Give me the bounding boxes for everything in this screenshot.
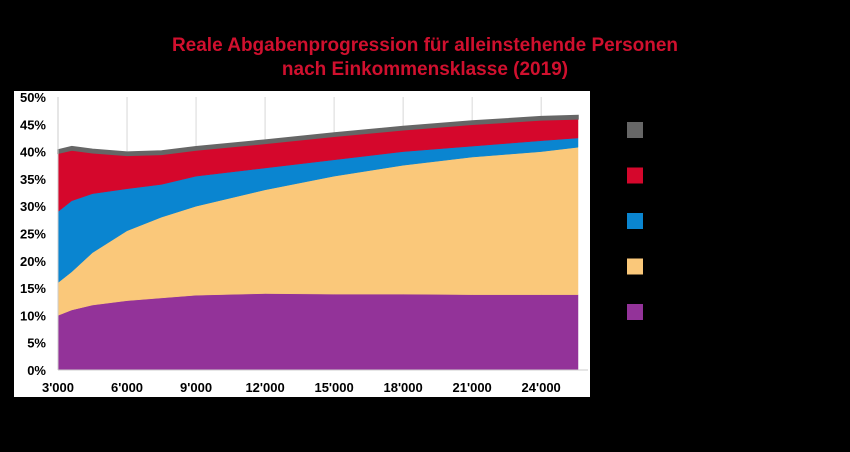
y-tick-label: 10%	[20, 308, 46, 323]
area-series-4	[57, 114, 579, 157]
x-tick-label: 3'000	[42, 380, 74, 395]
legend-swatch	[627, 213, 643, 229]
y-tick-label: 0%	[27, 363, 46, 378]
x-tick-label: 9'000	[180, 380, 212, 395]
y-tick-label: 15%	[20, 281, 46, 296]
legend-swatch	[627, 167, 643, 184]
legend-swatch	[627, 258, 643, 275]
x-tick-label: 18'000	[384, 380, 423, 395]
area-series-0	[57, 293, 579, 371]
y-tick-label: 45%	[20, 117, 46, 132]
legend-swatch	[627, 122, 643, 138]
y-tick-label: 20%	[20, 254, 46, 269]
y-tick-label: 30%	[20, 199, 46, 214]
y-tick-label: 5%	[27, 336, 46, 351]
x-tick-label: 12'000	[245, 380, 284, 395]
legend-swatch	[627, 304, 643, 320]
x-tick-label: 24'000	[522, 380, 561, 395]
y-tick-label: 50%	[20, 90, 46, 105]
y-tick-label: 40%	[20, 145, 46, 160]
chart-title-line-2: nach Einkommensklasse (2019)	[281, 59, 569, 80]
x-tick-label: 15'000	[314, 380, 353, 395]
chart-title-line-1: Reale Abgabenprogression für alleinstehe…	[171, 35, 679, 56]
y-tick-label: 25%	[20, 227, 46, 242]
x-tick-label: 21'000	[453, 380, 492, 395]
x-tick-label: 6'000	[111, 380, 143, 395]
y-tick-label: 35%	[20, 172, 46, 187]
